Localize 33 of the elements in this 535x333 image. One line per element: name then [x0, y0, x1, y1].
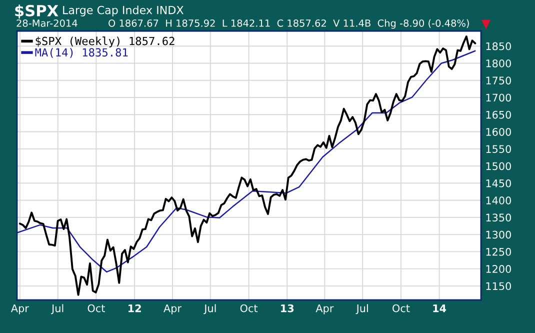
- x-tick-label: Apr: [10, 304, 29, 314]
- chart-subtitle: Large Cap Index INDX: [63, 6, 184, 16]
- y-tick-label: 1750: [486, 76, 511, 84]
- text: 28-Mar-2014: [16, 19, 78, 27]
- y-tick-label: 1150: [486, 282, 511, 290]
- x-tick-label: Oct: [392, 304, 410, 312]
- y-tick-label: 1250: [486, 248, 511, 256]
- x-tick-label: Jul: [204, 304, 216, 314]
- legend-label: $SPX (Weekly) 1857.62: [36, 36, 174, 48]
- y-tick-label: 1650: [486, 110, 511, 119]
- y-tick-label: 1300: [486, 230, 511, 239]
- text: O 1867.67 H 1875.92 L 1842.11 C 1857.62 V 11.4B Chg -8.90 (-0.48%): [108, 19, 469, 29]
- y-tick-label: 1400: [486, 196, 511, 204]
- chart-title: $SPX: [15, 4, 58, 18]
- y-tick-label: 1700: [486, 94, 511, 102]
- x-tick-label: Oct: [240, 304, 258, 312]
- y-tick-label: 1600: [486, 128, 511, 136]
- x-tick-label: Apr: [164, 304, 182, 314]
- y-tick-label: 1350: [486, 214, 511, 222]
- x-tick-label: Jul: [356, 304, 368, 314]
- x-tick-label: 14: [433, 304, 446, 312]
- x-tick-label: 13: [281, 304, 294, 312]
- x-tick-label: Apr: [316, 304, 334, 314]
- legend-label: MA(14) 1835.81: [35, 48, 128, 58]
- y-tick-label: 1850: [486, 42, 511, 50]
- y-tick-label: 1800: [486, 59, 511, 68]
- y-tick-label: 1200: [486, 265, 511, 273]
- x-tick-label: Oct: [88, 304, 105, 312]
- x-tick-label: 12: [128, 304, 141, 312]
- y-tick-label: 1450: [486, 179, 511, 188]
- y-tick-label: 1550: [486, 145, 511, 153]
- y-tick-label: 1500: [486, 162, 511, 170]
- x-tick-label: Jul: [51, 304, 64, 314]
